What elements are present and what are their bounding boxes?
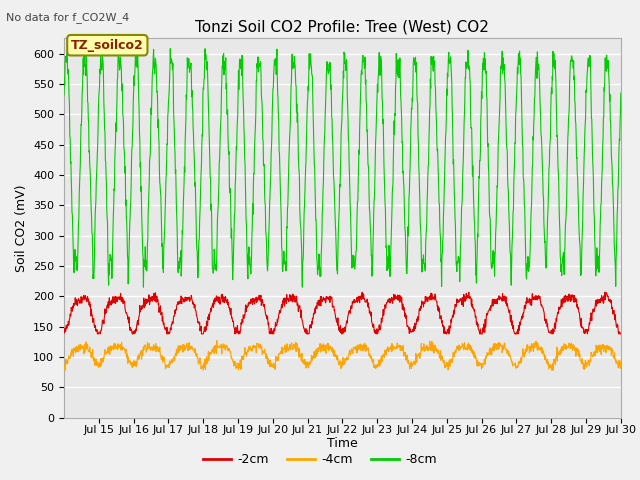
- Y-axis label: Soil CO2 (mV): Soil CO2 (mV): [15, 184, 28, 272]
- Text: TZ_soilco2: TZ_soilco2: [71, 39, 144, 52]
- Title: Tonzi Soil CO2 Profile: Tree (West) CO2: Tonzi Soil CO2 Profile: Tree (West) CO2: [195, 20, 490, 35]
- Text: No data for f_CO2W_4: No data for f_CO2W_4: [6, 12, 130, 23]
- X-axis label: Time: Time: [327, 437, 358, 450]
- Legend: -2cm, -4cm, -8cm: -2cm, -4cm, -8cm: [198, 448, 442, 471]
